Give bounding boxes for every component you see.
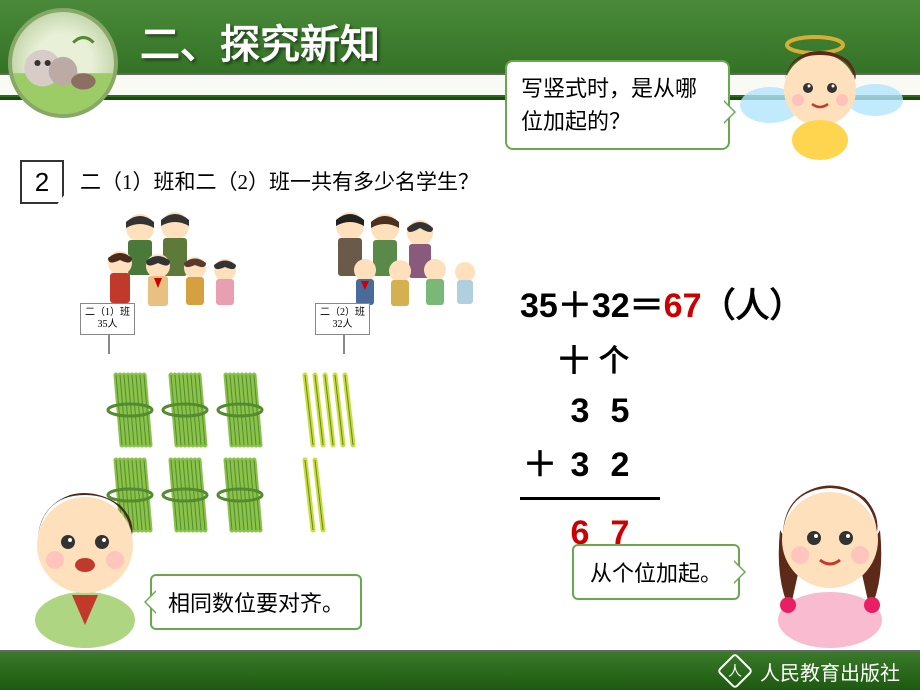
class1-sign: 二（1）班 35人 [80, 303, 135, 335]
corner-scene-icon [12, 12, 114, 114]
eq-unit: （人） [701, 287, 803, 325]
v2-sign: ＋ [520, 438, 560, 492]
problem-question: 二（1）班和二（2）班一共有多少名学生？ [80, 166, 479, 196]
eq-op: ＋ [558, 287, 592, 325]
eq-a: 35 [520, 287, 558, 325]
angel-character [730, 30, 910, 170]
content-area: 2 二（1）班和二（2）班一共有多少名学生？ [0, 100, 920, 650]
place-value-labels: 十个 [554, 336, 634, 380]
problem-number: 2 [35, 167, 49, 198]
bottom-left-speech: 相同数位要对齐。 [150, 574, 362, 630]
top-question-text: 写竖式时，是从哪位加起的？ [521, 76, 697, 134]
corner-illustration [8, 8, 118, 118]
publisher-logo-icon: 人 [717, 653, 754, 690]
eq-result: 67 [664, 287, 702, 325]
top-question-bubble: 写竖式时，是从哪位加起的？ [505, 60, 730, 150]
sign-pole-icon [108, 334, 110, 354]
footer-bar: 人 人民教育出版社 [0, 650, 920, 690]
class2-sign-l2: 32人 [320, 319, 365, 331]
horizontal-equation: 35＋32＝67（人） [520, 278, 803, 327]
br-text: 从个位加起。 [590, 561, 722, 586]
ones-label: 个 [594, 336, 634, 380]
v2-tens: 3 [560, 438, 600, 492]
vert-row-1: 3 5 [520, 384, 660, 438]
eq-b: 32 [592, 287, 630, 325]
sign-pole-icon [343, 334, 345, 354]
class1-sign-l1: 二（1）班 [85, 307, 130, 319]
v1-ones: 5 [600, 384, 640, 438]
class1-sign-l2: 35人 [85, 319, 130, 331]
publisher-name: 人民教育出版社 [760, 657, 900, 686]
v2-ones: 2 [600, 438, 640, 492]
tens-label: 十 [554, 336, 594, 380]
vertical-calculation: 3 5 ＋ 3 2 6 7 [520, 384, 660, 560]
student-groups-illustration: 二（1）班 35人 二（2）班 32人 [70, 198, 490, 358]
vert-row-2: ＋ 3 2 [520, 438, 660, 492]
bottom-right-speech: 从个位加起。 [572, 544, 740, 600]
vert-line [520, 497, 660, 500]
v1-tens: 3 [560, 384, 600, 438]
class2-sign: 二（2）班 32人 [315, 303, 370, 335]
page-title: 二、探究新知 [140, 12, 380, 70]
eq-eq: ＝ [630, 287, 664, 325]
boy-character [0, 480, 160, 650]
girl-character [750, 470, 920, 650]
problem-number-flag: 2 [20, 160, 64, 204]
class2-sign-l1: 二（2）班 [320, 307, 365, 319]
bl-text: 相同数位要对齐。 [168, 591, 344, 616]
